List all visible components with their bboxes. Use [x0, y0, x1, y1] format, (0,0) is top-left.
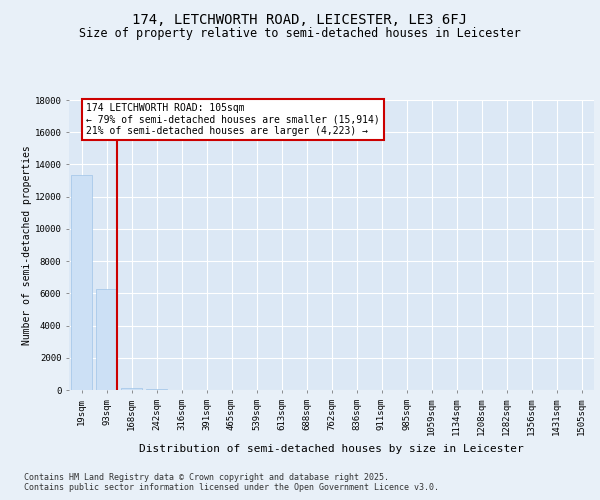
Bar — [146, 389, 167, 390]
X-axis label: Distribution of semi-detached houses by size in Leicester: Distribution of semi-detached houses by … — [139, 444, 524, 454]
Bar — [121, 388, 142, 390]
Text: 174, LETCHWORTH ROAD, LEICESTER, LE3 6FJ: 174, LETCHWORTH ROAD, LEICESTER, LE3 6FJ — [133, 12, 467, 26]
Bar — [71, 175, 92, 390]
Bar — [96, 288, 117, 390]
Y-axis label: Number of semi-detached properties: Number of semi-detached properties — [22, 145, 32, 345]
Text: Size of property relative to semi-detached houses in Leicester: Size of property relative to semi-detach… — [79, 28, 521, 40]
Text: Contains HM Land Registry data © Crown copyright and database right 2025.
Contai: Contains HM Land Registry data © Crown c… — [24, 472, 439, 492]
Text: 174 LETCHWORTH ROAD: 105sqm
← 79% of semi-detached houses are smaller (15,914)
2: 174 LETCHWORTH ROAD: 105sqm ← 79% of sem… — [86, 103, 380, 136]
